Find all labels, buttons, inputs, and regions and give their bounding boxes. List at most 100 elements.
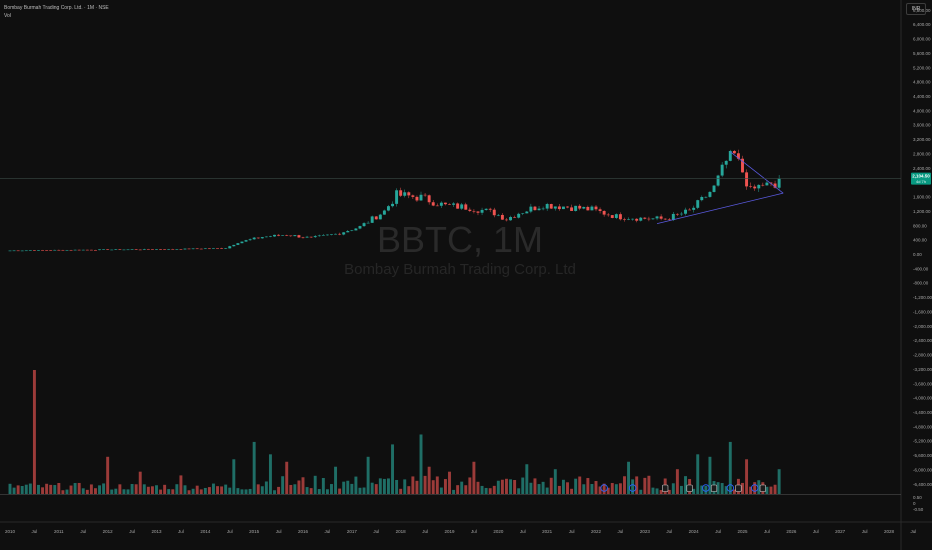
currency-button[interactable]: INR	[906, 3, 926, 15]
volume-bar	[167, 489, 171, 494]
candle-body	[130, 249, 134, 250]
volume-bar	[716, 482, 720, 494]
price-tick-label: -3,600.00	[913, 381, 932, 386]
candle-body	[374, 216, 378, 220]
earnings-marker[interactable]	[628, 484, 637, 492]
candle-body	[411, 195, 415, 197]
volume-bar	[753, 482, 757, 494]
volume-bar	[334, 466, 338, 494]
volume-bar	[643, 477, 647, 494]
volume-bar	[635, 476, 639, 494]
earnings-marker[interactable]	[600, 484, 608, 492]
candle-body	[688, 209, 692, 211]
candle-body	[273, 234, 276, 237]
price-tick-label: -3,200.00	[913, 367, 932, 372]
candle-body	[704, 196, 708, 198]
time-tick-label: Jul	[422, 529, 428, 534]
candle-body	[106, 249, 110, 250]
time-tick-label: Jul	[862, 529, 868, 534]
volume-bar	[374, 484, 378, 494]
candle-body	[321, 235, 325, 236]
time-tick-label: 2011	[54, 529, 64, 534]
volume-bar	[256, 484, 260, 494]
volume-bar	[427, 466, 431, 494]
candle-body	[65, 250, 69, 251]
candle-body	[203, 248, 207, 250]
dividend-marker[interactable]	[759, 484, 766, 492]
volume-bars	[8, 370, 781, 494]
volume-indicator-label[interactable]: Vol	[4, 13, 11, 19]
time-tick-label: Jul	[178, 529, 184, 534]
volume-bar	[484, 487, 488, 494]
volume-bar	[448, 471, 451, 494]
candle-body	[517, 213, 521, 218]
chart-header-title[interactable]: Bombay Burmah Trading Corp. Ltd. · 1M · …	[4, 5, 109, 11]
time-tick-label: Jul	[911, 529, 917, 534]
candle-body	[509, 217, 513, 221]
price-tick-label: 2,400.00	[913, 166, 931, 171]
candle-body	[358, 226, 362, 229]
dividend-marker[interactable]	[662, 484, 669, 492]
volume-bar	[602, 483, 606, 494]
watermark-name: Bombay Burmah Trading Corp. Ltd	[344, 261, 576, 278]
candle-body	[159, 249, 163, 250]
candle-body	[582, 206, 586, 209]
trendline[interactable]	[656, 192, 784, 225]
time-tick-label: Jul	[227, 529, 233, 534]
volume-bar	[232, 459, 236, 494]
candle-body	[264, 236, 268, 238]
candle-body	[61, 249, 65, 251]
volume-bar	[224, 484, 228, 494]
volume-bar	[73, 483, 77, 494]
volume-bar	[513, 479, 517, 494]
candle-body	[529, 206, 533, 212]
volume-bar	[350, 483, 354, 494]
volume-bar	[488, 488, 492, 494]
volume-bar	[321, 477, 325, 494]
candle-body	[757, 184, 761, 189]
candle-body	[716, 175, 720, 186]
candle-body	[443, 202, 447, 205]
trendline[interactable]	[730, 151, 784, 194]
volume-bar	[163, 484, 167, 494]
candle-body	[484, 208, 488, 210]
earnings-marker[interactable]	[702, 484, 710, 492]
candle-body	[338, 233, 342, 235]
dividend-marker[interactable]	[686, 484, 693, 492]
price-tick-label: -5,200.00	[913, 439, 932, 444]
candle-body	[537, 208, 541, 211]
volume-bar	[431, 480, 435, 494]
candle-body	[464, 204, 468, 210]
candle-body	[142, 249, 146, 250]
volume-bar	[439, 487, 443, 494]
event-markers[interactable]	[600, 484, 766, 492]
time-tick-label: Jul	[373, 529, 379, 534]
candle-body	[69, 250, 73, 251]
volume-bar	[505, 478, 508, 494]
candle-body	[541, 208, 545, 210]
volume-bar	[159, 489, 163, 494]
time-tick-label: 2015	[249, 529, 260, 534]
dividend-marker[interactable]	[710, 484, 718, 492]
price-tick-label: -4,400.00	[913, 410, 932, 415]
earnings-marker[interactable]	[726, 484, 735, 492]
volume-bar	[724, 486, 728, 494]
candle-body	[207, 248, 211, 250]
volume-bar	[500, 479, 504, 494]
candle-body	[659, 216, 663, 219]
trendlines[interactable]	[656, 151, 784, 225]
symbol-watermark: BBTC, 1M Bombay Burmah Trading Corp. Ltd	[344, 219, 576, 278]
earnings-marker[interactable]	[750, 484, 759, 492]
volume-bar	[492, 485, 496, 494]
volume-bar	[460, 481, 464, 494]
volume-bar	[297, 480, 301, 494]
volume-bar	[415, 480, 419, 494]
candle-body	[533, 206, 537, 211]
last-price-tag[interactable]	[911, 172, 931, 185]
price-tick-label: 5,600.00	[913, 51, 931, 56]
candle-body	[244, 240, 248, 242]
volume-bar	[69, 485, 73, 494]
dividend-marker[interactable]	[735, 484, 742, 492]
candle-body	[150, 249, 154, 251]
